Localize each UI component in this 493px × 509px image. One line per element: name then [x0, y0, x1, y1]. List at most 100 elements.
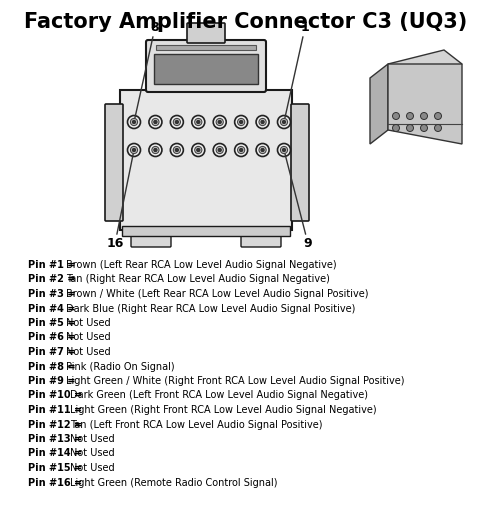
Text: Pin #12 =: Pin #12 =	[28, 419, 85, 430]
FancyBboxPatch shape	[187, 23, 225, 43]
Circle shape	[154, 149, 157, 152]
Text: Pin #14 =: Pin #14 =	[28, 448, 85, 459]
Text: Factory Amplifier Connector C3 (UQ3): Factory Amplifier Connector C3 (UQ3)	[24, 12, 468, 32]
Circle shape	[256, 116, 269, 128]
Text: Pin #3 =: Pin #3 =	[28, 289, 79, 299]
Text: Pin #11 =: Pin #11 =	[28, 405, 85, 415]
Circle shape	[240, 149, 243, 152]
FancyBboxPatch shape	[131, 227, 171, 247]
Circle shape	[256, 144, 269, 156]
Circle shape	[259, 147, 266, 154]
Circle shape	[192, 116, 205, 128]
Text: Pin #10 =: Pin #10 =	[28, 390, 85, 401]
FancyBboxPatch shape	[120, 90, 292, 230]
Circle shape	[171, 144, 183, 156]
Text: 16: 16	[106, 150, 134, 250]
Circle shape	[171, 116, 183, 128]
Circle shape	[133, 149, 136, 152]
Polygon shape	[388, 64, 462, 144]
Circle shape	[261, 149, 264, 152]
Circle shape	[131, 147, 138, 154]
Text: Dark Blue (Right Rear RCA Low Level Audio Signal Positive): Dark Blue (Right Rear RCA Low Level Audi…	[66, 303, 355, 314]
Text: Pin #7 =: Pin #7 =	[28, 347, 79, 357]
Circle shape	[421, 125, 427, 131]
Text: Pin #5 =: Pin #5 =	[28, 318, 79, 328]
FancyBboxPatch shape	[154, 54, 258, 84]
Circle shape	[128, 144, 141, 156]
Text: Not Used: Not Used	[70, 448, 114, 459]
Circle shape	[131, 119, 138, 126]
Circle shape	[173, 147, 180, 154]
Text: Not Used: Not Used	[66, 318, 110, 328]
Text: Pin #16 =: Pin #16 =	[28, 477, 85, 488]
Circle shape	[128, 116, 141, 128]
Circle shape	[434, 112, 442, 120]
Circle shape	[197, 149, 200, 152]
Circle shape	[282, 149, 285, 152]
Circle shape	[154, 121, 157, 124]
Circle shape	[149, 116, 162, 128]
FancyBboxPatch shape	[146, 40, 266, 92]
FancyBboxPatch shape	[291, 104, 309, 221]
Circle shape	[213, 116, 226, 128]
Text: Not Used: Not Used	[70, 463, 114, 473]
Text: Not Used: Not Used	[70, 434, 114, 444]
Text: Light Green / White (Right Front RCA Low Level Audio Signal Positive): Light Green / White (Right Front RCA Low…	[66, 376, 404, 386]
Text: Dark Green (Left Front RCA Low Level Audio Signal Negative): Dark Green (Left Front RCA Low Level Aud…	[70, 390, 368, 401]
Text: Brown (Left Rear RCA Low Level Audio Signal Negative): Brown (Left Rear RCA Low Level Audio Sig…	[66, 260, 336, 270]
Circle shape	[216, 119, 223, 126]
Circle shape	[152, 147, 159, 154]
Circle shape	[216, 147, 223, 154]
Circle shape	[195, 119, 202, 126]
Text: Pin #6 =: Pin #6 =	[28, 332, 79, 343]
Circle shape	[392, 112, 399, 120]
Text: Tan (Left Front RCA Low Level Audio Signal Positive): Tan (Left Front RCA Low Level Audio Sign…	[70, 419, 322, 430]
Circle shape	[407, 112, 414, 120]
Circle shape	[235, 116, 247, 128]
Text: Light Green (Remote Radio Control Signal): Light Green (Remote Radio Control Signal…	[70, 477, 277, 488]
Text: Pin #1 =: Pin #1 =	[28, 260, 79, 270]
Text: Pin #8 =: Pin #8 =	[28, 361, 79, 372]
Polygon shape	[388, 50, 462, 78]
Circle shape	[407, 125, 414, 131]
Circle shape	[218, 121, 221, 124]
Circle shape	[176, 149, 178, 152]
Text: Pin #15 =: Pin #15 =	[28, 463, 85, 473]
Text: Not Used: Not Used	[66, 332, 110, 343]
Text: Not Used: Not Used	[66, 347, 110, 357]
Text: Pin #4 =: Pin #4 =	[28, 303, 79, 314]
Circle shape	[152, 119, 159, 126]
Circle shape	[282, 121, 285, 124]
Circle shape	[240, 121, 243, 124]
FancyBboxPatch shape	[122, 226, 290, 236]
Circle shape	[238, 119, 245, 126]
Circle shape	[149, 144, 162, 156]
Circle shape	[218, 149, 221, 152]
Circle shape	[238, 147, 245, 154]
Circle shape	[195, 147, 202, 154]
Polygon shape	[370, 64, 388, 144]
FancyBboxPatch shape	[105, 104, 123, 221]
Circle shape	[281, 119, 287, 126]
Circle shape	[176, 121, 178, 124]
Text: Light Green (Right Front RCA Low Level Audio Signal Negative): Light Green (Right Front RCA Low Level A…	[70, 405, 377, 415]
Text: Pin #13 =: Pin #13 =	[28, 434, 85, 444]
Text: Brown / White (Left Rear RCA Low Level Audio Signal Positive): Brown / White (Left Rear RCA Low Level A…	[66, 289, 368, 299]
Circle shape	[192, 144, 205, 156]
Circle shape	[392, 125, 399, 131]
Text: Tan (Right Rear RCA Low Level Audio Signal Negative): Tan (Right Rear RCA Low Level Audio Sign…	[66, 274, 329, 285]
FancyBboxPatch shape	[156, 45, 256, 50]
Text: 9: 9	[284, 150, 312, 250]
Text: Pink (Radio On Signal): Pink (Radio On Signal)	[66, 361, 174, 372]
Circle shape	[281, 147, 287, 154]
Circle shape	[261, 121, 264, 124]
Circle shape	[133, 121, 136, 124]
Circle shape	[421, 112, 427, 120]
Text: 1: 1	[284, 21, 310, 122]
FancyBboxPatch shape	[241, 227, 281, 247]
Circle shape	[278, 144, 290, 156]
Circle shape	[213, 144, 226, 156]
Circle shape	[197, 121, 200, 124]
Circle shape	[235, 144, 247, 156]
Text: Pin #2 =: Pin #2 =	[28, 274, 79, 285]
